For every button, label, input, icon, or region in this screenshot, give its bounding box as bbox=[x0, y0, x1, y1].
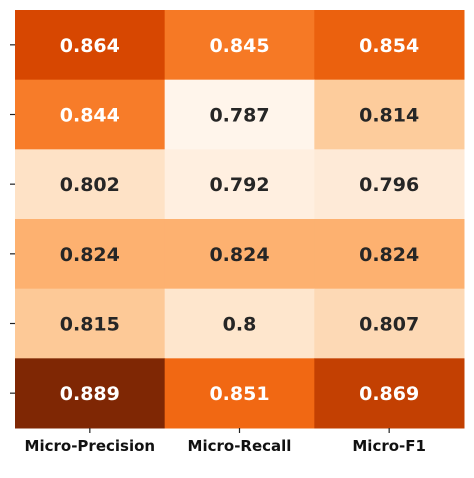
heatmap-cell bbox=[314, 288, 465, 359]
heatmap-cell bbox=[314, 79, 465, 150]
cell-value-label: 0.889 bbox=[60, 383, 120, 405]
cell-value-label: 0.854 bbox=[359, 35, 419, 57]
cell-value-label: 0.807 bbox=[359, 314, 419, 336]
heatmap-cell bbox=[15, 358, 166, 429]
x-tick-label: Micro-F1 bbox=[352, 437, 426, 455]
cell-value-label: 0.796 bbox=[359, 174, 419, 196]
cell-value-label: 0.792 bbox=[209, 174, 269, 196]
heatmap-cell bbox=[314, 219, 465, 290]
cell-value-label: 0.8 bbox=[223, 314, 257, 336]
cell-value-label: 0.815 bbox=[60, 314, 120, 336]
heatmap-cell bbox=[15, 10, 166, 81]
cell-value-label: 0.869 bbox=[359, 383, 419, 405]
cell-value-label: 0.864 bbox=[60, 35, 120, 57]
cell-value-label: 0.851 bbox=[209, 383, 269, 405]
cell-value-label: 0.814 bbox=[359, 105, 419, 127]
cell-value-label: 0.824 bbox=[60, 244, 120, 266]
cell-value-label: 0.824 bbox=[359, 244, 419, 266]
heatmap-cell bbox=[164, 288, 315, 359]
heatmap-cell bbox=[15, 219, 166, 290]
cell-value-label: 0.802 bbox=[60, 174, 120, 196]
heatmap-cell bbox=[164, 358, 315, 429]
cell-value-label: 0.844 bbox=[60, 105, 120, 127]
heatmap-cell bbox=[164, 79, 315, 150]
heatmap-cell bbox=[164, 149, 315, 220]
heatmap-cell bbox=[314, 149, 465, 220]
heatmap-cell bbox=[314, 10, 465, 81]
heatmap-cell bbox=[164, 219, 315, 290]
heatmap-cell bbox=[15, 79, 166, 150]
cell-value-label: 0.845 bbox=[209, 35, 269, 57]
cell-value-label: 0.824 bbox=[209, 244, 269, 266]
heatmap-cell bbox=[314, 358, 465, 429]
heatmap-cell bbox=[15, 149, 166, 220]
cell-value-label: 0.787 bbox=[209, 105, 269, 127]
heatmap-cell bbox=[164, 10, 315, 81]
x-tick-label: Micro-Precision bbox=[25, 437, 156, 455]
x-tick-label: Micro-Recall bbox=[188, 437, 292, 455]
heatmap-cell bbox=[15, 288, 166, 359]
